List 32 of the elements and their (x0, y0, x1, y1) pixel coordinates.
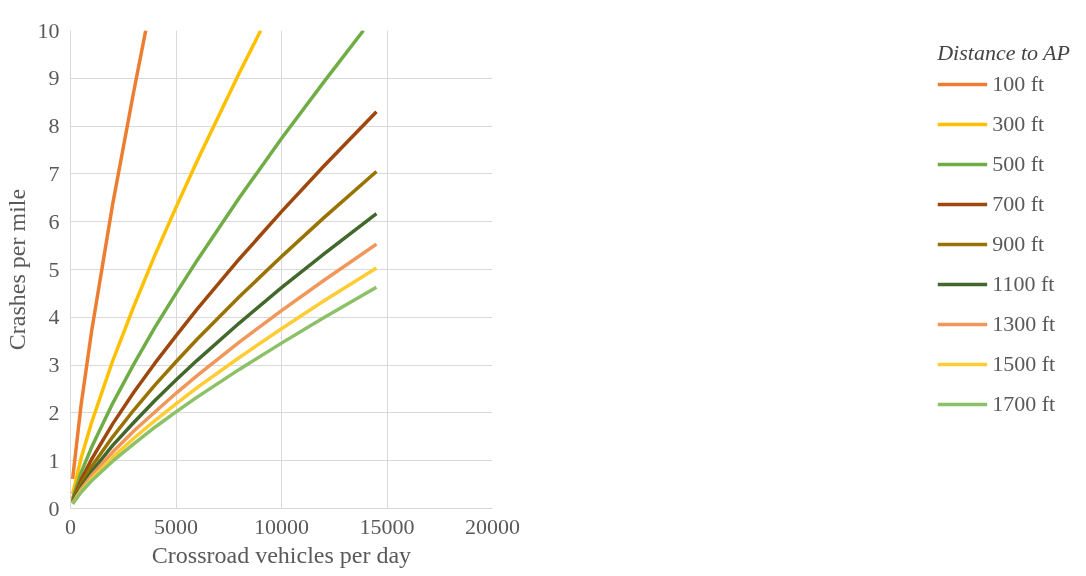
legend-label: 300 ft (992, 111, 1045, 137)
x-axis-title: Crossroad vehicles per day (151, 541, 412, 568)
legend-label: 700 ft (992, 191, 1045, 217)
legend-label: 100 ft (992, 71, 1045, 97)
line-series (70, 30, 148, 481)
y-tick-label: 8 (48, 113, 60, 139)
legend-title: Distance to AP (937, 40, 1070, 66)
legend-label: 1100 ft (992, 271, 1055, 297)
y-tick-label: 5 (48, 256, 60, 282)
legend-label: 900 ft (992, 231, 1045, 257)
x-tick-label: 5000 (154, 513, 198, 539)
line-series (70, 30, 263, 496)
line-series (70, 30, 366, 501)
y-tick-label: 2 (48, 399, 60, 425)
x-tick-label: 20000 (465, 513, 520, 539)
legend-label: 1500 ft (992, 351, 1056, 377)
y-tick-label: 1 (48, 447, 60, 473)
legend-label: 500 ft (992, 151, 1045, 177)
x-tick-label: 10000 (254, 513, 309, 539)
legend-label: 1300 ft (992, 311, 1056, 337)
y-tick-label: 7 (48, 160, 60, 186)
y-tick-label: 4 (48, 304, 60, 330)
y-axis-title: Crashes per mile (3, 188, 30, 351)
x-tick-label: 15000 (359, 513, 415, 539)
x-tick-label: 0 (65, 513, 76, 539)
y-tick-label: 10 (37, 17, 60, 43)
y-tick-label: 9 (48, 65, 60, 91)
line-series (70, 110, 379, 503)
legend-label: 1700 ft (992, 391, 1056, 417)
y-tick-label: 0 (48, 495, 60, 521)
y-tick-label: 6 (48, 208, 60, 234)
y-tick-label: 3 (48, 352, 60, 378)
